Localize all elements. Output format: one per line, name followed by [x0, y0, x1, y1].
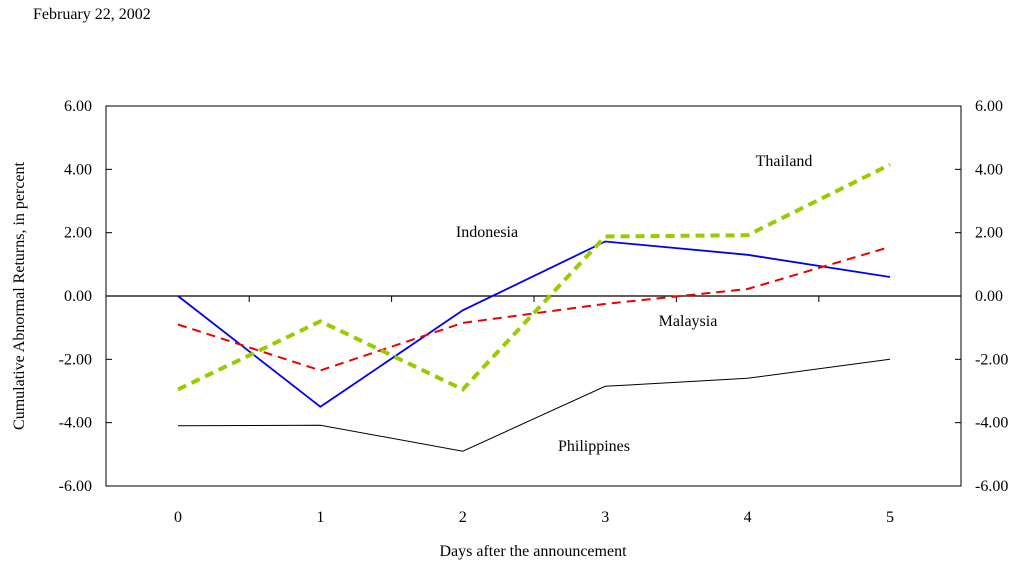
x-tick-label: 1 [316, 509, 324, 526]
report-date: February 22, 2002 [33, 6, 151, 23]
y-tick-label-right: 4.00 [975, 161, 1003, 178]
series-lines [177, 162, 891, 452]
x-tick-label: 0 [174, 509, 182, 526]
y-tick-label-left: 4.00 [64, 161, 92, 178]
x-tick-label: 3 [601, 509, 609, 526]
x-axis-title: Days after the announcement [439, 543, 627, 560]
series-label-philippines: Philippines [558, 438, 630, 455]
axis-ticks: 6.00 6.00 4.00 4.00 2.00 2.00 0.00 0.00 -2.00 -2.… [59, 98, 1009, 526]
x-tick-label: 4 [744, 509, 752, 526]
y-tick-label-right: -6.00 [975, 478, 1008, 495]
x-tick-label: 2 [459, 509, 467, 526]
y-tick-label-right: 6.00 [975, 98, 1003, 115]
series-labels: Indonesia Malaysia Thailand Philippines [456, 153, 813, 455]
y-tick-label-left: 6.00 [64, 98, 92, 115]
y-tick-label-right: -2.00 [975, 351, 1008, 368]
y-tick-label-right: 2.00 [975, 225, 1003, 242]
y-tick-label-right: 0.00 [975, 288, 1003, 305]
series-label-thailand: Thailand [756, 153, 813, 170]
y-tick-label-left: -2.00 [59, 351, 92, 368]
y-tick-label-left: 2.00 [64, 225, 92, 242]
y-tick-label-left: 0.00 [64, 288, 92, 305]
x-tick-label: 5 [886, 509, 894, 526]
series-line-philippines [177, 358, 891, 452]
series-line-thailand [177, 162, 891, 392]
y-tick-label-left: -4.00 [59, 415, 92, 432]
y-axis-title: Cumulative Abnormal Returns, in percent [11, 161, 28, 430]
series-label-indonesia: Indonesia [456, 224, 518, 241]
y-tick-label-right: -4.00 [975, 415, 1008, 432]
series-label-malaysia: Malaysia [659, 313, 718, 330]
series-line-indonesia [177, 240, 891, 408]
series-line-malaysia [177, 245, 891, 372]
y-tick-label-left: -6.00 [59, 478, 92, 495]
